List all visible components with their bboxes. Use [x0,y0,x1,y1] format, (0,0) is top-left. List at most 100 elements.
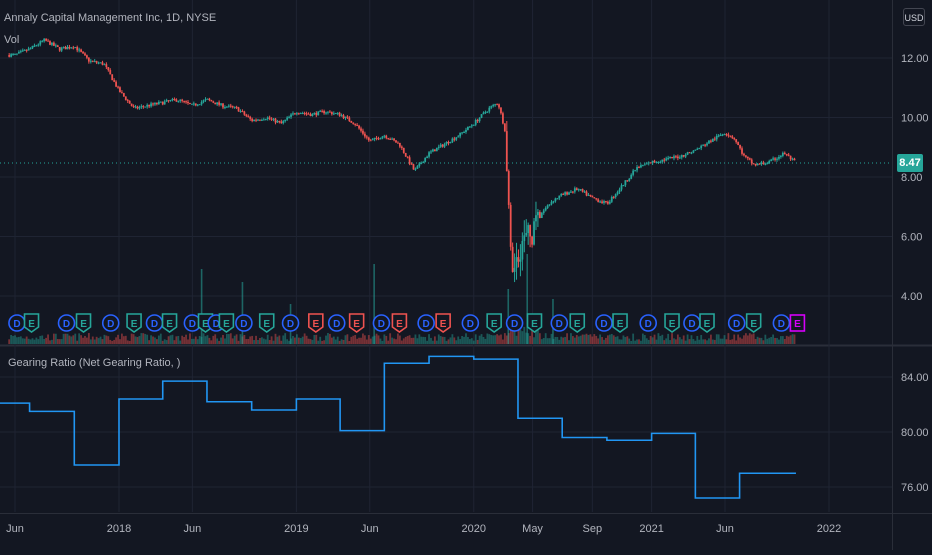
candle-body [684,154,687,157]
symbol-title[interactable]: Annaly Capital Management Inc, 1D, NYSE [4,12,217,24]
candle-body [467,126,469,130]
candle-body [317,111,320,116]
earnings-marker[interactable]: E [308,313,324,333]
earnings-marker[interactable]: E [664,313,680,333]
candle-body [274,118,277,123]
dividend-marker[interactable]: D [639,314,658,332]
volume-bar [525,332,528,344]
candle-body [606,201,609,204]
indicator-title[interactable]: Gearing Ratio (Net Gearing Ratio, ) [8,357,181,369]
earnings-marker[interactable]: E [435,313,451,333]
earnings-marker[interactable]: E [258,313,275,333]
volume-bar [190,338,193,344]
volume-bar [218,340,221,344]
volume-bar [766,338,769,344]
dividend-marker[interactable]: D [772,314,791,332]
volume-bar [521,331,524,344]
indicator-tick-label: 84.00 [901,372,929,384]
dividend-marker[interactable]: D [327,314,346,332]
candle-body [227,105,230,107]
volume-legend[interactable]: Vol [4,34,20,46]
volume-bar [433,336,436,344]
volume-bar [150,335,152,344]
volume-bar [568,340,570,344]
candle-body [538,212,541,218]
volume-bar [762,340,765,344]
dividend-marker[interactable]: D [57,314,76,332]
volume-bar [698,339,701,344]
candle-body [575,188,578,190]
dividend-marker[interactable]: D [8,314,26,332]
volume-bar [360,337,362,344]
candle-body [560,193,563,196]
volume-bar [16,337,18,344]
volume-bar [97,338,100,344]
candle-body [665,158,668,161]
dividend-marker[interactable]: D [727,314,746,332]
candle-body [577,189,580,191]
candle-body [383,135,386,137]
volume-bar [8,339,11,344]
volume-bar [260,337,263,344]
earnings-marker[interactable]: E [75,313,92,333]
volume-bar [294,337,296,344]
dividend-marker[interactable]: D [505,314,524,332]
earnings-marker[interactable]: E [23,313,40,333]
candle-body [410,163,413,165]
volume-bar [657,333,660,344]
earnings-marker[interactable]: E [569,313,586,333]
dividend-marker[interactable]: D [550,314,569,332]
volume-bar [591,336,594,344]
earnings-marker[interactable]: E [218,313,235,333]
earnings-marker[interactable]: E [126,313,142,333]
earnings-marker[interactable]: E [526,313,543,333]
candle-body [222,103,224,108]
candle-body [500,107,502,114]
volume-bar [500,334,502,344]
volume-bar [122,336,125,344]
candle-body [286,117,289,120]
candle-body [741,148,743,154]
earnings-marker[interactable]: E [391,313,408,333]
dividend-marker[interactable]: D [461,314,480,332]
volume-bar [515,335,518,344]
dividend-marker[interactable]: D [235,314,253,332]
volume-bar [395,339,397,344]
earnings-marker[interactable]: E [486,313,502,333]
dividend-marker[interactable]: D [101,314,120,332]
candle-body [212,101,215,103]
candle-body [245,114,248,117]
candle-body [206,98,209,100]
dividend-marker[interactable]: D [595,314,613,332]
earnings-marker[interactable]: E [161,313,178,333]
earnings-marker[interactable]: E [348,313,365,333]
candle-body [570,191,572,193]
dividend-marker[interactable]: D [683,314,701,332]
currency-button[interactable]: USD [903,8,925,26]
candle-body [774,158,776,160]
volume-bar [675,339,677,344]
earnings-marker[interactable]: E [699,313,715,333]
candle-body [443,143,446,147]
dividend-marker[interactable]: D [281,314,300,332]
price-tick-label: 8.00 [901,172,922,184]
earnings-marker[interactable]: E [789,314,806,332]
candle-body [220,103,222,105]
dividend-marker[interactable]: D [372,314,391,332]
candle-body [183,100,186,102]
candle-body [398,142,401,147]
candle-body [294,113,296,115]
dividend-marker[interactable]: D [145,314,164,332]
volume-bar [389,333,392,344]
volume-bar [95,336,98,344]
volume-bar [299,338,302,344]
volume-bar [717,334,720,344]
earnings-marker[interactable]: E [745,313,762,333]
earnings-marker[interactable]: E [612,313,628,333]
dividend-marker[interactable]: D [417,314,435,332]
candle-body [393,138,395,141]
volume-bar [224,338,226,344]
